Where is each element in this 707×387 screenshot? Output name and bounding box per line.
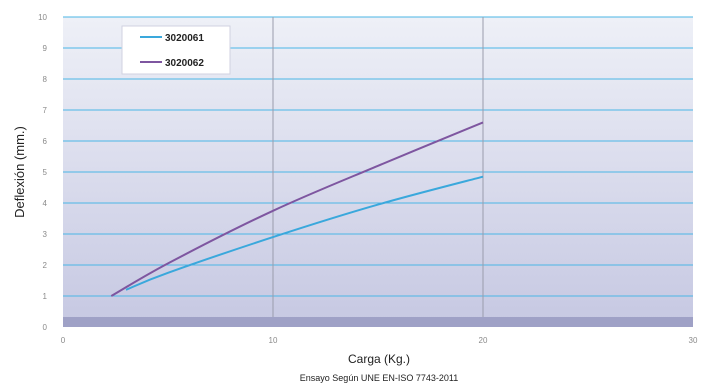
y-tick-label: 2 [43, 261, 48, 270]
x-tick-label: 0 [61, 336, 66, 345]
x-tick-label: 10 [269, 336, 278, 345]
legend-label-3020062: 3020062 [165, 58, 204, 69]
x-tick-label: 30 [689, 336, 698, 345]
y-tick-label: 5 [43, 168, 48, 177]
axis-ticks: 0 1 2 3 4 5 6 7 8 9 10 0 10 20 30 [38, 13, 698, 345]
series-line-3020061 [125, 175, 484, 291]
chart-subtitle: Ensayo Según UNE EN-ISO 7743-2011 [300, 373, 458, 383]
legend-label-3020061: 3020061 [165, 33, 204, 44]
legend-box [121, 25, 231, 75]
y-tick-label: 4 [43, 199, 48, 208]
y-tick-label: 6 [43, 137, 48, 146]
y-tick-label: 8 [43, 75, 48, 84]
series-line-3020062 [110, 121, 484, 297]
y-tick-label: 3 [43, 230, 48, 239]
series-lines [110, 121, 484, 297]
y-tick-label: 7 [43, 106, 48, 115]
y-tick-label: 9 [43, 44, 48, 53]
legend: 3020061 3020062 [121, 25, 231, 75]
y-tick-label: 10 [38, 13, 47, 22]
x-axis-title: Carga (Kg.) [348, 352, 410, 366]
plot-bottom-band [63, 317, 693, 327]
x-tick-label: 20 [479, 336, 488, 345]
y-tick-label: 0 [43, 323, 48, 332]
y-axis-title: Deflexión (mm.) [12, 126, 27, 218]
y-tick-label: 1 [43, 292, 48, 301]
